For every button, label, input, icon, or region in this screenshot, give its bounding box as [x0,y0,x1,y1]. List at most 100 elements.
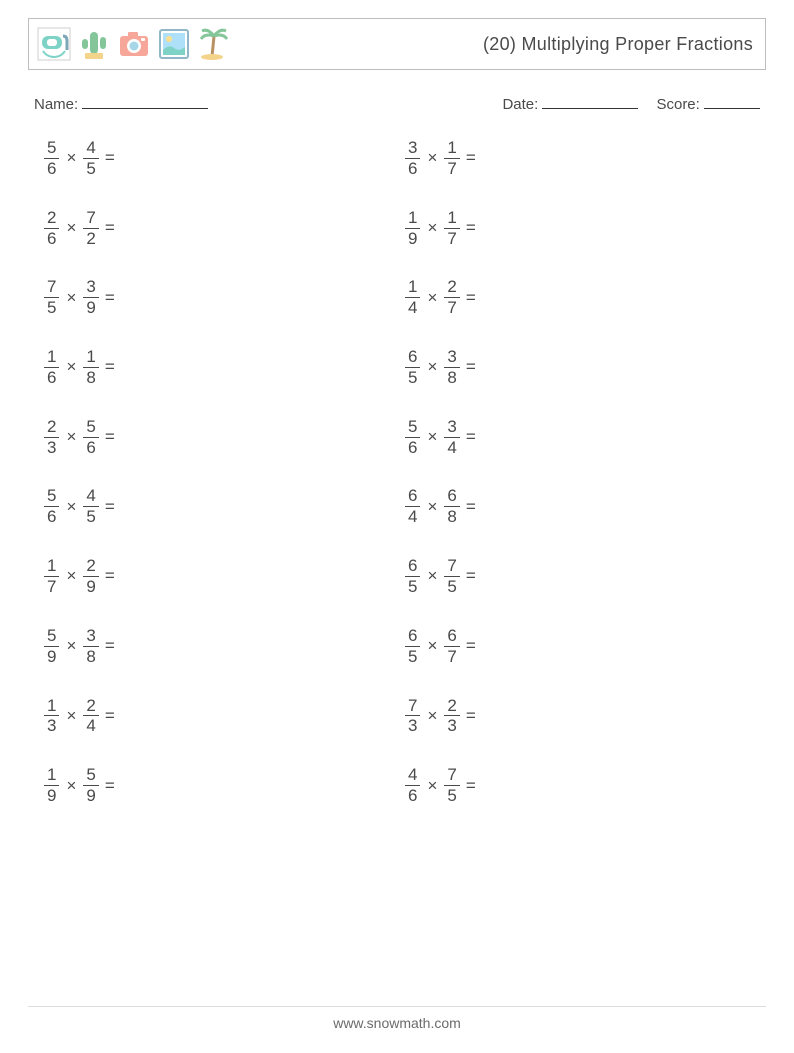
numerator: 6 [444,487,459,506]
fraction-a: 19 [405,209,420,248]
numerator: 5 [83,418,98,437]
denominator: 6 [405,159,420,178]
denominator: 5 [44,298,59,317]
equals-sign: = [466,706,476,726]
fraction-b: 45 [83,139,98,178]
problem: 13×24= [44,697,405,736]
fraction-b: 34 [444,418,459,457]
snorkel-icon [37,27,71,61]
numerator: 6 [405,487,420,506]
fraction-b: 17 [444,209,459,248]
equals-sign: = [105,636,115,656]
denominator: 9 [44,786,59,805]
name-blank[interactable] [82,94,208,109]
problem: 19×17= [405,209,766,248]
denominator: 8 [83,647,98,666]
numerator: 3 [83,627,98,646]
fraction-a: 26 [44,209,59,248]
denominator: 5 [405,577,420,596]
denominator: 9 [83,298,98,317]
times-operator: × [66,357,76,377]
fraction-b: 72 [83,209,98,248]
header-bar: (20) Multiplying Proper Fractions [28,18,766,70]
denominator: 9 [83,577,98,596]
problem: 64×68= [405,487,766,526]
denominator: 7 [44,577,59,596]
denominator: 8 [83,368,98,387]
numerator: 1 [405,209,420,228]
fraction-b: 75 [444,557,459,596]
denominator: 2 [83,229,98,248]
fraction-a: 65 [405,557,420,596]
equals-sign: = [105,148,115,168]
fraction-a: 65 [405,627,420,666]
denominator: 3 [444,716,459,735]
worksheet-page: (20) Multiplying Proper Fractions Name: … [0,0,794,1053]
problem: 65×75= [405,557,766,596]
fraction-a: 23 [44,418,59,457]
problem: 75×39= [44,278,405,317]
numerator: 5 [83,766,98,785]
numerator: 7 [83,209,98,228]
numerator: 4 [83,139,98,158]
times-operator: × [66,636,76,656]
equals-sign: = [105,566,115,586]
score-blank[interactable] [704,94,760,109]
denominator: 3 [44,438,59,457]
denominator: 5 [444,577,459,596]
numerator: 1 [83,348,98,367]
fraction-a: 14 [405,278,420,317]
fraction-a: 36 [405,139,420,178]
numerator: 5 [405,418,420,437]
denominator: 6 [405,438,420,457]
numerator: 2 [44,418,59,437]
fraction-a: 16 [44,348,59,387]
numerator: 1 [444,139,459,158]
problem: 46×75= [405,766,766,805]
info-line: Name: Date: Score: [28,94,766,113]
numerator: 6 [444,627,459,646]
fraction-b: 24 [83,697,98,736]
problem: 73×23= [405,697,766,736]
date-label: Date: [502,96,538,113]
fraction-a: 75 [44,278,59,317]
footer: www.snowmath.com [28,1006,766,1031]
problem: 59×38= [44,627,405,666]
denominator: 4 [405,507,420,526]
times-operator: × [427,427,437,447]
numerator: 1 [44,766,59,785]
fraction-b: 17 [444,139,459,178]
name-label: Name: [34,96,78,113]
numerator: 1 [405,278,420,297]
equals-sign: = [466,357,476,377]
cactus-icon [77,27,111,61]
times-operator: × [427,218,437,238]
numerator: 3 [405,139,420,158]
date-blank[interactable] [542,94,638,109]
numerator: 3 [83,278,98,297]
denominator: 9 [44,647,59,666]
fraction-b: 39 [83,278,98,317]
numerator: 2 [444,697,459,716]
equals-sign: = [105,497,115,517]
equals-sign: = [105,706,115,726]
denominator: 8 [444,507,459,526]
numerator: 2 [83,557,98,576]
fraction-b: 75 [444,766,459,805]
equals-sign: = [466,776,476,796]
denominator: 4 [444,438,459,457]
denominator: 5 [83,159,98,178]
denominator: 7 [444,298,459,317]
times-operator: × [66,148,76,168]
problem: 16×18= [44,348,405,387]
equals-sign: = [466,566,476,586]
denominator: 6 [83,438,98,457]
seaside-photo-icon [157,27,191,61]
fraction-a: 19 [44,766,59,805]
denominator: 3 [405,716,420,735]
equals-sign: = [466,148,476,168]
fraction-b: 23 [444,697,459,736]
numerator: 7 [444,766,459,785]
score-label: Score: [656,96,699,113]
denominator: 6 [44,368,59,387]
